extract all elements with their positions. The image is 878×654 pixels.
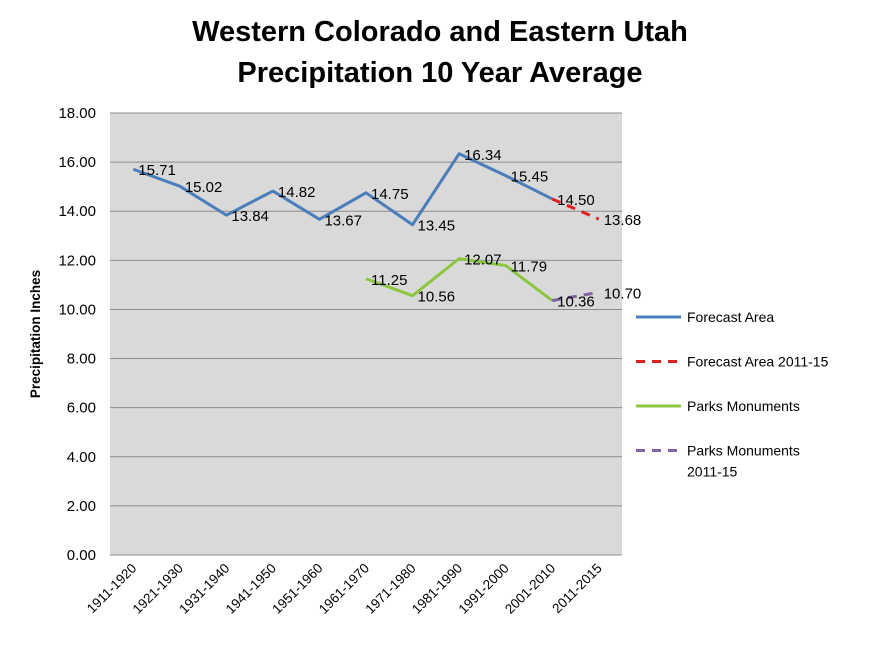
legend-label: Parks Monuments (687, 398, 800, 414)
series-lines (132, 152, 600, 303)
y-tick-label: 10.00 (58, 301, 96, 318)
series-line-2 (365, 257, 554, 302)
legend-label: Forecast Area (687, 309, 774, 325)
y-tick-label: 0.00 (67, 547, 96, 564)
chart-title-line-1: Western Colorado and Eastern Utah (192, 16, 688, 48)
data-label: 15.71 (138, 162, 176, 179)
data-label: 14.75 (371, 186, 409, 203)
legend: Forecast Area Forecast Area 2011-15 Parks … (636, 309, 829, 480)
y-tick-label: 4.00 (67, 449, 96, 466)
y-tick-label: 16.00 (58, 154, 96, 171)
y-tick-label: 12.00 (58, 252, 96, 269)
data-label: 12.07 (464, 252, 502, 269)
y-tick-label: 6.00 (67, 400, 96, 417)
y-tick-label: 18.00 (58, 105, 96, 122)
x-tick-label: 2011-2015 (549, 561, 605, 617)
data-label: 10.70 (604, 285, 642, 302)
data-label: 13.45 (418, 218, 456, 235)
x-tick-label: 2001-2010 (502, 561, 558, 617)
data-label: 13.84 (231, 208, 269, 225)
plot-area (110, 113, 622, 555)
y-tick-label: 14.00 (58, 203, 96, 220)
data-labels: 15.71 15.02 13.84 14.82 13.67 14.75 13.45 16.34… (138, 147, 641, 311)
legend-label: Parks Monuments 2011-15 (687, 443, 800, 480)
data-label: 10.36 (557, 294, 595, 311)
data-label: 16.34 (464, 147, 502, 164)
data-label: 15.02 (185, 179, 223, 196)
y-tick-label: 8.00 (67, 351, 96, 368)
data-label: 13.68 (604, 212, 642, 229)
y-axis-ticks: 0.00 2.00 4.00 6.00 8.00 10.00 12.00 14.00 16.00… (58, 105, 96, 564)
series-line-0 (132, 152, 553, 227)
series-line-1 (551, 197, 600, 221)
y-axis-label: Precipitation Inches (28, 270, 43, 398)
y-tick-label: 2.00 (67, 498, 96, 515)
data-label: 14.50 (557, 192, 595, 209)
data-label: 14.82 (278, 184, 316, 201)
legend-label: Forecast Area 2011-15 (687, 354, 829, 370)
data-label: 13.67 (324, 212, 362, 229)
series-line-3 (551, 290, 599, 303)
data-label: 11.25 (371, 272, 407, 289)
data-label: 11.79 (511, 258, 547, 275)
x-axis-ticks: 1911-19201921-19301931-19401941-19501951… (84, 561, 605, 617)
gridlines (110, 112, 622, 556)
chart-title-line-2: Precipitation 10 Year Average (237, 57, 642, 89)
data-label: 10.56 (418, 289, 456, 306)
data-label: 15.45 (511, 169, 549, 186)
